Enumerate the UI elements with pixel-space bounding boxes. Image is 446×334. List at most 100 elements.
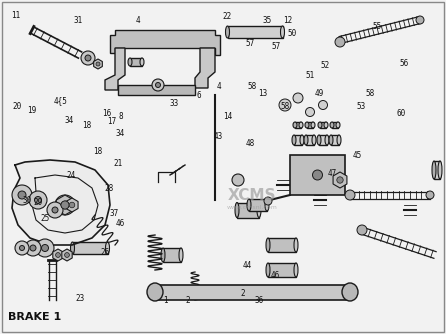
Bar	[227, 26, 282, 38]
Text: 22: 22	[223, 12, 232, 21]
Text: XCMS: XCMS	[228, 187, 276, 202]
Bar	[268, 238, 296, 252]
Text: 33: 33	[169, 99, 178, 108]
Text: 56: 56	[399, 59, 408, 68]
Text: 46: 46	[116, 219, 125, 228]
Text: 24: 24	[67, 171, 76, 180]
Polygon shape	[66, 198, 78, 212]
Ellipse shape	[147, 283, 163, 301]
Bar	[249, 199, 267, 211]
Circle shape	[29, 191, 47, 209]
Text: 19: 19	[28, 106, 37, 115]
Ellipse shape	[161, 248, 165, 262]
Text: 58: 58	[248, 82, 256, 91]
Polygon shape	[155, 285, 350, 300]
Circle shape	[15, 241, 29, 255]
Ellipse shape	[324, 122, 328, 128]
Ellipse shape	[432, 161, 436, 179]
Ellipse shape	[337, 135, 341, 145]
Circle shape	[293, 93, 303, 103]
Text: 23: 23	[76, 295, 85, 303]
Text: 12: 12	[283, 16, 292, 24]
Text: 48: 48	[245, 139, 254, 148]
Ellipse shape	[294, 263, 298, 277]
Text: 16: 16	[103, 109, 112, 118]
Bar	[320, 122, 326, 128]
Circle shape	[12, 185, 32, 205]
Text: 58: 58	[281, 103, 290, 111]
Text: 25: 25	[40, 214, 49, 223]
Circle shape	[335, 37, 345, 47]
Text: 4: 4	[216, 82, 221, 91]
Circle shape	[18, 191, 26, 199]
Ellipse shape	[325, 135, 329, 145]
Ellipse shape	[128, 58, 132, 66]
Bar	[319, 135, 327, 145]
Text: 57: 57	[245, 39, 254, 48]
Circle shape	[96, 62, 100, 66]
Ellipse shape	[305, 122, 309, 128]
Ellipse shape	[336, 122, 340, 128]
Text: 46: 46	[271, 271, 280, 280]
Ellipse shape	[281, 26, 285, 38]
Circle shape	[47, 202, 63, 218]
Polygon shape	[12, 160, 110, 245]
Text: 18: 18	[83, 121, 91, 130]
Text: 53: 53	[357, 103, 366, 111]
Circle shape	[34, 196, 41, 203]
Circle shape	[279, 99, 291, 111]
Text: 11: 11	[11, 11, 20, 19]
Text: 4: 4	[136, 16, 140, 24]
Text: 21: 21	[114, 159, 123, 168]
Text: 18: 18	[94, 148, 103, 156]
Text: 8: 8	[118, 113, 123, 121]
Bar	[332, 122, 338, 128]
Ellipse shape	[311, 122, 315, 128]
Circle shape	[56, 253, 60, 258]
Circle shape	[264, 197, 272, 205]
Text: 34: 34	[116, 129, 125, 138]
Circle shape	[426, 191, 434, 199]
Ellipse shape	[312, 135, 316, 145]
Circle shape	[345, 190, 355, 200]
Ellipse shape	[257, 202, 261, 217]
Polygon shape	[56, 195, 74, 215]
Polygon shape	[94, 59, 102, 69]
Circle shape	[36, 239, 54, 257]
Text: 2: 2	[185, 296, 190, 305]
Ellipse shape	[266, 238, 270, 252]
Circle shape	[81, 51, 95, 65]
Ellipse shape	[329, 135, 333, 145]
Text: 4{5: 4{5	[53, 96, 67, 105]
Text: 52: 52	[320, 61, 329, 69]
Bar	[306, 135, 314, 145]
Ellipse shape	[140, 58, 144, 66]
Text: 2: 2	[241, 290, 245, 298]
Ellipse shape	[293, 122, 297, 128]
Ellipse shape	[304, 135, 308, 145]
Ellipse shape	[292, 135, 296, 145]
Text: 28: 28	[105, 184, 114, 193]
Text: 45: 45	[352, 151, 361, 160]
Text: 51: 51	[306, 71, 314, 79]
Circle shape	[318, 101, 327, 110]
Ellipse shape	[226, 26, 230, 38]
Bar	[307, 122, 313, 128]
Text: 26: 26	[100, 248, 109, 257]
Circle shape	[20, 245, 25, 250]
Circle shape	[25, 240, 41, 256]
Ellipse shape	[342, 283, 358, 301]
Ellipse shape	[318, 122, 322, 128]
Circle shape	[52, 207, 58, 213]
Text: 58: 58	[366, 89, 375, 98]
Text: 35: 35	[263, 16, 272, 24]
Text: 60: 60	[397, 109, 406, 118]
Ellipse shape	[299, 122, 303, 128]
Bar	[434, 161, 440, 179]
Text: 6: 6	[196, 91, 201, 100]
Polygon shape	[105, 48, 125, 90]
Text: 17: 17	[107, 118, 116, 126]
Text: 14: 14	[223, 113, 232, 121]
Bar	[295, 122, 301, 128]
Circle shape	[61, 201, 69, 209]
